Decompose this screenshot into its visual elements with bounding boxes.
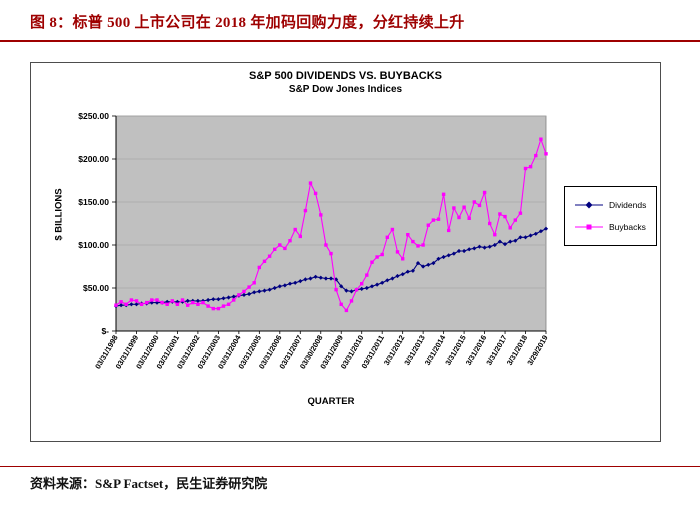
- legend-entry-buybacks: Buybacks: [574, 222, 654, 232]
- svg-text:$250.00: $250.00: [78, 111, 109, 121]
- svg-text:$100.00: $100.00: [78, 240, 109, 250]
- legend-entry-dividends: Dividends: [574, 200, 654, 210]
- svg-text:$-: $-: [101, 326, 109, 336]
- chart-plot: $-$50.00$100.00$150.00$200.00$250.0003/3…: [78, 111, 549, 371]
- chart-figure: S&P 500 DIVIDENDS VS. BUYBACKS S&P Dow J…: [30, 62, 661, 442]
- legend-label: Buybacks: [609, 221, 646, 232]
- source-label: 资料来源：: [30, 476, 96, 491]
- buybacks-swatch-icon: [575, 224, 603, 230]
- x-axis-title: QUARTER: [307, 396, 355, 407]
- dividends-swatch-icon: [575, 201, 603, 209]
- svg-text:$200.00: $200.00: [78, 154, 109, 164]
- chart-title: S&P 500 DIVIDENDS VS. BUYBACKS: [249, 70, 442, 82]
- chart-subtitle: S&P Dow Jones Indices: [288, 84, 403, 95]
- source-line: 资料来源：S&P Factset，民生证券研究院: [30, 473, 267, 492]
- title-divider: [0, 40, 700, 42]
- source-divider: [0, 466, 700, 467]
- chart-legend: Dividends Buybacks: [564, 186, 657, 246]
- source-text: S&P Factset，民生证券研究院: [95, 476, 268, 491]
- legend-label: Dividends: [609, 200, 647, 211]
- figure-title: 图 8：标普 500 上市公司在 2018 年加码回购力度，分红持续上升: [30, 15, 465, 31]
- svg-text:$50.00: $50.00: [83, 283, 109, 293]
- plot-area: [115, 115, 547, 332]
- svg-text:$150.00: $150.00: [78, 197, 109, 207]
